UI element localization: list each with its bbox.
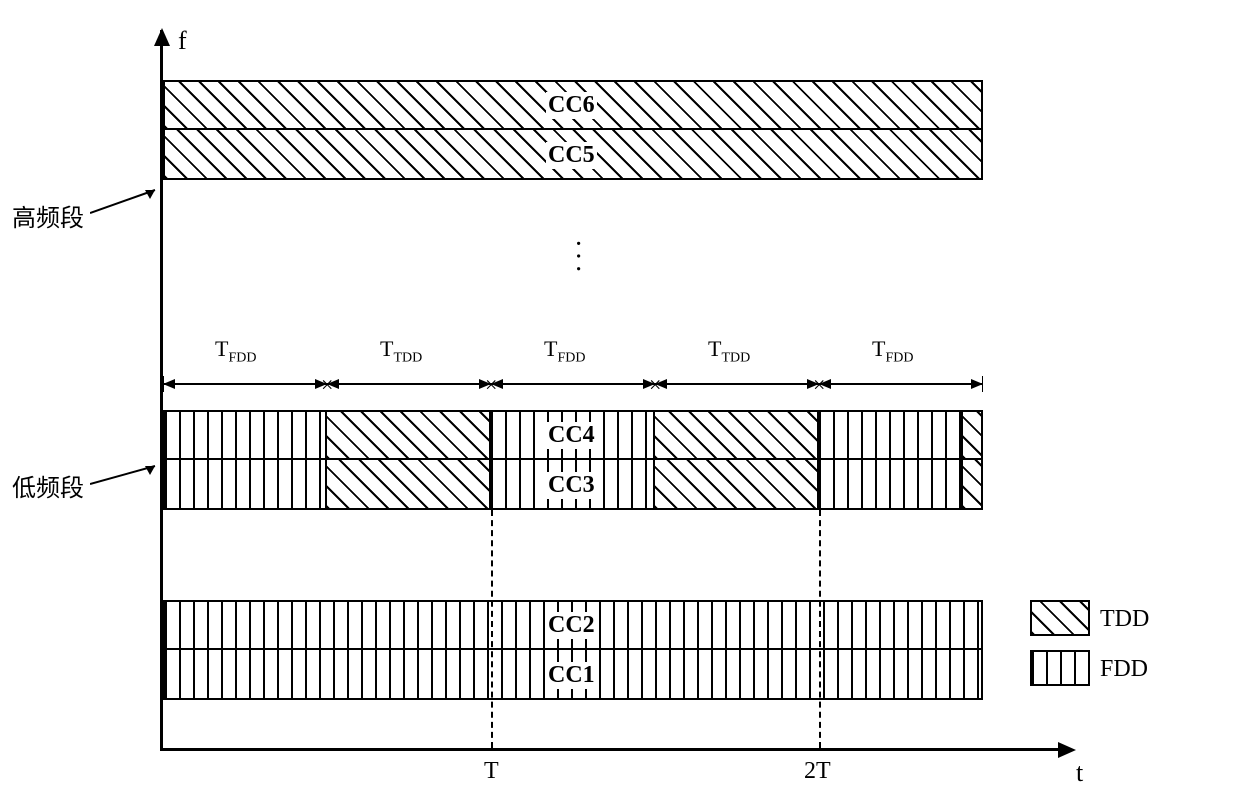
- cc4-seg2: [327, 410, 491, 460]
- dash-T: [491, 510, 493, 748]
- x-axis-arrow-icon: [1058, 742, 1076, 758]
- seg1-label: TFDD: [215, 336, 256, 366]
- y-axis-arrow-icon: [154, 28, 170, 46]
- cc3-seg5: [819, 460, 963, 510]
- ellipsis-icon: ···: [566, 240, 589, 278]
- legend-tdd-box: [1030, 600, 1090, 636]
- high-band-label: 高频段: [12, 198, 84, 233]
- high-band-arrow-icon: [90, 185, 170, 225]
- y-axis-label: f: [178, 26, 187, 56]
- cc2-label: CC2: [546, 612, 597, 639]
- x-axis-label: t: [1076, 758, 1083, 788]
- cc3-seg2: [327, 460, 491, 510]
- dash-2T: [819, 510, 821, 748]
- cc1-label: CC1: [546, 662, 597, 689]
- cc6-label: CC6: [546, 92, 597, 119]
- seg4-label: TTDD: [708, 336, 750, 366]
- legend-fdd-label: FDD: [1100, 656, 1148, 683]
- legend-fdd-box: [1030, 650, 1090, 686]
- cc4-seg4: [655, 410, 819, 460]
- x-axis: [160, 748, 1060, 751]
- frequency-time-diagram: f t CC6 CC5 ··· 高频段 低频段 × × × ×: [60, 30, 1180, 790]
- cc4-label: CC4: [546, 422, 597, 449]
- cc3-seg1: [163, 460, 327, 510]
- cc3-seg4: [655, 460, 819, 510]
- seg2-label: TTDD: [380, 336, 422, 366]
- low-band-arrow-icon: [90, 458, 170, 498]
- cc4-seg1: [163, 410, 327, 460]
- seg5-label: TFDD: [872, 336, 913, 366]
- tick-T: T: [484, 758, 499, 785]
- tick-2T: 2T: [804, 758, 831, 785]
- low-band-label: 低频段: [12, 468, 84, 503]
- cc5-label: CC5: [546, 142, 597, 169]
- seg3-label: TFDD: [544, 336, 585, 366]
- brackets-svg: × × × ×: [163, 364, 983, 404]
- cc4-seg5: [819, 410, 963, 460]
- time-brackets: × × × ×: [163, 364, 983, 404]
- cc3-label: CC3: [546, 472, 597, 499]
- cc4-seg5b: [963, 410, 983, 460]
- legend-tdd-label: TDD: [1100, 606, 1149, 633]
- cc3-seg5b: [963, 460, 983, 510]
